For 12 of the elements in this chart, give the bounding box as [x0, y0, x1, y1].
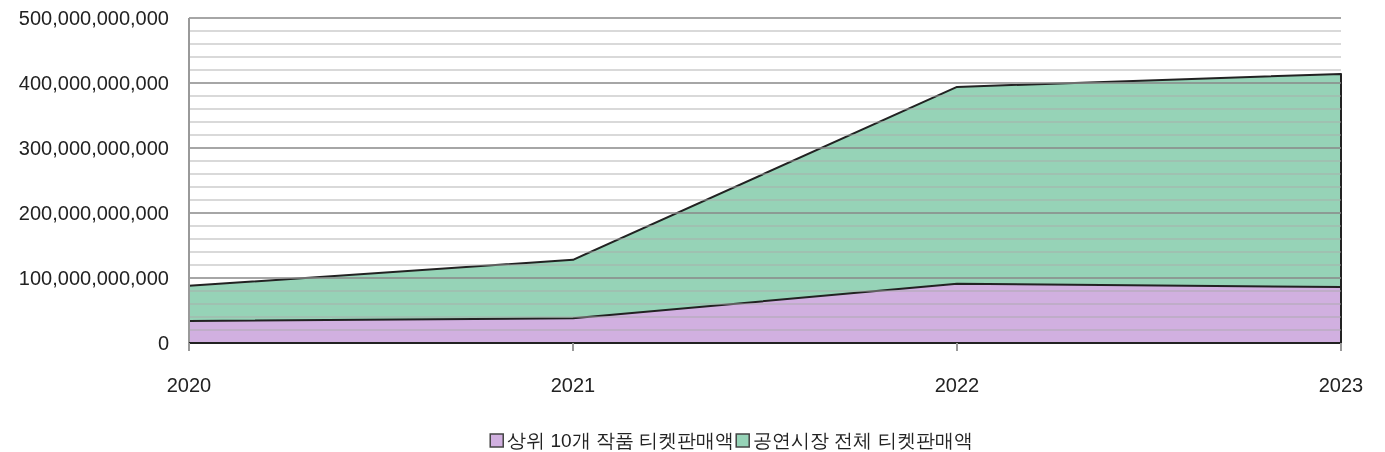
y-tick-label: 400,000,000,000 — [18, 72, 169, 94]
legend-label: 공연시장 전체 티켓판매액 — [753, 430, 973, 451]
y-tick-label: 500,000,000,000 — [18, 7, 169, 29]
y-tick-label: 200,000,000,000 — [18, 202, 169, 224]
x-tick-label: 2020 — [166, 374, 212, 396]
legend-label: 상위 10개 작품 티켓판매액 — [507, 430, 735, 451]
x-tick-label: 2021 — [550, 374, 596, 396]
y-tick-label: 100,000,000,000 — [18, 267, 169, 289]
x-tick-label: 2022 — [934, 374, 980, 396]
y-tick-label: 300,000,000,000 — [18, 137, 169, 159]
y-tick-label: 0 — [157, 332, 169, 354]
x-tick-label: 2023 — [1318, 374, 1364, 396]
